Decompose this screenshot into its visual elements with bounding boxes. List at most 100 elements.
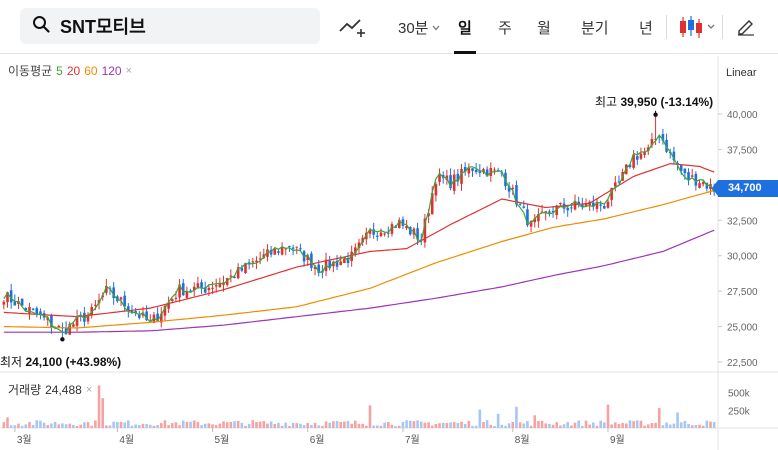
volume-bar bbox=[225, 422, 229, 428]
volume-legend[interactable]: 거래량 24,488 × bbox=[8, 381, 92, 398]
volume-bar bbox=[504, 425, 507, 428]
volume-bar bbox=[170, 422, 174, 428]
candle-body bbox=[397, 220, 401, 228]
volume-bar bbox=[390, 424, 394, 428]
volume-bar bbox=[31, 424, 35, 428]
volume-bar bbox=[178, 425, 181, 428]
volume-bar bbox=[236, 420, 240, 428]
volume-bar bbox=[555, 422, 559, 428]
candle-body bbox=[493, 169, 496, 171]
volume-bar bbox=[94, 420, 97, 428]
ma5-line bbox=[3, 134, 715, 334]
candle-body bbox=[584, 203, 588, 207]
volume-bar bbox=[518, 422, 522, 428]
scale-type-label[interactable]: Linear bbox=[726, 67, 757, 79]
candle-body bbox=[203, 287, 207, 293]
period-month[interactable]: 월 bbox=[537, 20, 551, 37]
candle-body bbox=[280, 246, 284, 255]
candle-body bbox=[145, 311, 148, 321]
candle-body bbox=[251, 261, 255, 263]
volume-label: 거래량 bbox=[8, 383, 42, 397]
volume-bar bbox=[668, 424, 672, 428]
volume-bar bbox=[328, 422, 332, 428]
period-quarter[interactable]: 분기 bbox=[581, 20, 609, 37]
legend-label: 이동평균 bbox=[8, 64, 53, 78]
current-price-tag: 34,700 bbox=[712, 180, 778, 197]
candle-body bbox=[485, 169, 489, 177]
candle-body bbox=[438, 173, 441, 182]
volume-bar bbox=[119, 421, 123, 428]
close-icon[interactable]: × bbox=[125, 64, 133, 77]
moving-average-legend[interactable]: 이동평균 5 20 60 120 × bbox=[8, 62, 132, 79]
volume-bar bbox=[690, 425, 694, 428]
chevron-down-icon[interactable] bbox=[431, 20, 441, 38]
period-day[interactable]: 일 bbox=[458, 20, 472, 37]
candle-body bbox=[617, 181, 621, 183]
period-30min[interactable]: 30분 bbox=[398, 20, 429, 37]
volume-bar bbox=[698, 424, 701, 428]
candlestick-icon[interactable] bbox=[678, 14, 718, 45]
candle-body bbox=[13, 301, 17, 306]
candle-body bbox=[130, 311, 134, 313]
volume-bar bbox=[683, 421, 687, 428]
volume-bar bbox=[537, 421, 540, 428]
volume-bar bbox=[595, 425, 599, 428]
period-week[interactable]: 주 bbox=[498, 20, 512, 37]
volume-bar bbox=[141, 423, 145, 428]
candle-body bbox=[456, 173, 460, 182]
candle-body bbox=[679, 164, 683, 171]
volume-bar bbox=[419, 421, 423, 428]
close-icon[interactable]: × bbox=[85, 383, 93, 396]
volume-bar bbox=[35, 420, 39, 428]
indicator-line-plus-icon[interactable] bbox=[338, 15, 366, 44]
search-query[interactable]: SNT모티브 bbox=[60, 17, 146, 37]
candle-body bbox=[452, 174, 456, 191]
candle-body bbox=[595, 201, 599, 209]
candle-body bbox=[258, 258, 262, 260]
candle-body bbox=[192, 286, 196, 291]
volume-bar bbox=[394, 425, 397, 428]
volume-bar bbox=[460, 421, 463, 428]
volume-bar bbox=[705, 420, 709, 428]
volume-bar bbox=[478, 409, 482, 428]
volume-bar bbox=[200, 425, 203, 428]
toolbar-divider bbox=[722, 15, 723, 39]
legend-ma20: 20 bbox=[66, 63, 81, 78]
volume-bar bbox=[339, 422, 342, 428]
pencil-icon[interactable] bbox=[736, 16, 756, 41]
candle-body bbox=[606, 201, 610, 208]
candle-body bbox=[361, 237, 364, 243]
volume-bar bbox=[427, 422, 430, 428]
candle-body bbox=[189, 290, 192, 292]
candle-body bbox=[628, 164, 632, 168]
candle-body bbox=[646, 147, 650, 152]
search-box[interactable]: SNT모티브 bbox=[20, 8, 320, 44]
volume-bar bbox=[324, 421, 328, 428]
volume-bar bbox=[635, 420, 639, 428]
candle-body bbox=[379, 232, 383, 237]
candle-body bbox=[9, 290, 13, 303]
volume-bar bbox=[295, 423, 299, 428]
candle-body bbox=[614, 182, 617, 187]
candle-body bbox=[566, 207, 570, 211]
candle-body bbox=[683, 168, 687, 174]
candle-body bbox=[555, 205, 559, 215]
candle-body bbox=[632, 154, 635, 168]
volume-bar bbox=[350, 423, 353, 428]
x-tick-label: 6월 bbox=[310, 434, 325, 446]
volume-bar bbox=[529, 425, 533, 428]
period-year[interactable]: 년 bbox=[639, 20, 653, 37]
volume-bar bbox=[211, 424, 214, 428]
volume-bar bbox=[310, 424, 313, 428]
volume-bar bbox=[174, 422, 178, 428]
candle-body bbox=[35, 308, 39, 315]
candle-body bbox=[405, 225, 408, 229]
volume-bar bbox=[456, 423, 460, 428]
volume-bar bbox=[64, 424, 68, 428]
volume-bar bbox=[258, 421, 262, 428]
volume-bar bbox=[306, 423, 310, 428]
volume-bar bbox=[116, 421, 119, 428]
candle-body bbox=[211, 287, 214, 289]
candle-body bbox=[401, 219, 405, 226]
